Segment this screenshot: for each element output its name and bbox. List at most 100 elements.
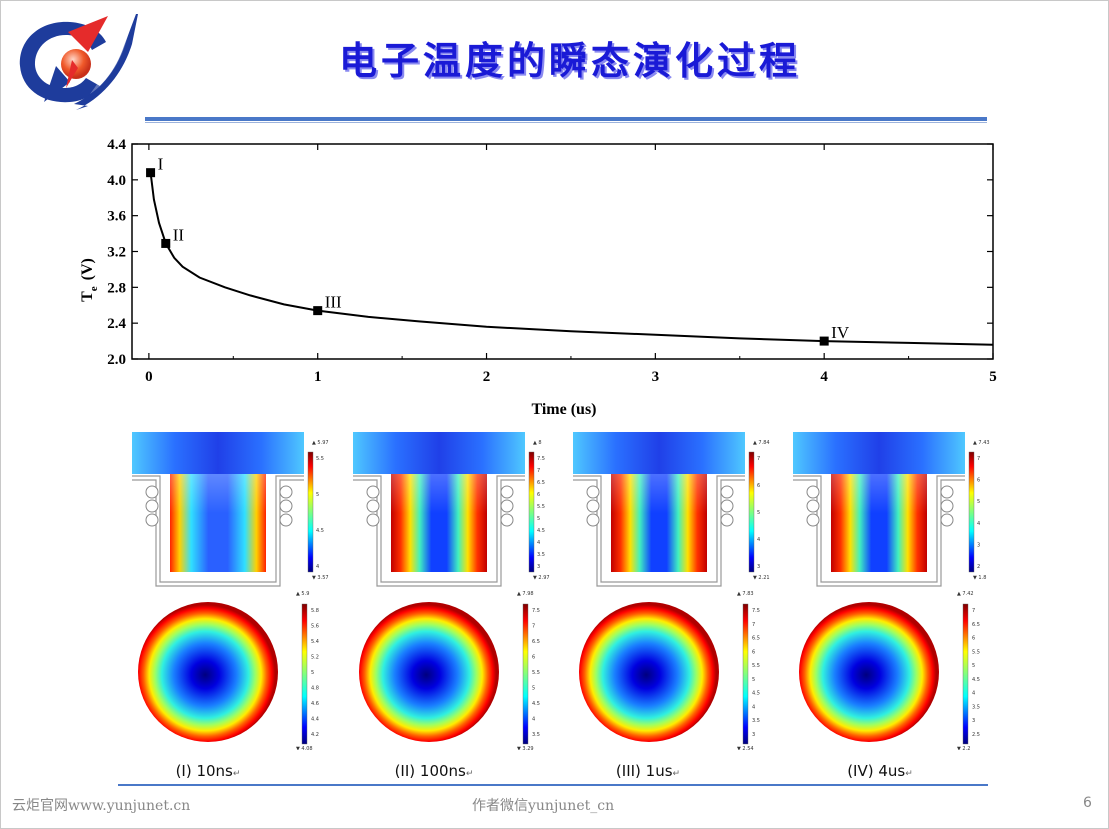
colorbar-cross-tick: 4.5: [316, 528, 324, 534]
colorbar-radial-tick: 4.5: [532, 701, 540, 707]
coil-icon: [145, 513, 159, 527]
colorbar-cross-tick: 5.5: [316, 456, 324, 462]
colorbar-radial-min: ▼ 4.08: [296, 746, 313, 750]
coil-icon: [586, 499, 600, 513]
data-point-marker: [161, 238, 171, 248]
colorbar-radial-tick: 4.6: [311, 701, 319, 707]
data-point-marker: [819, 336, 829, 346]
y-tick-label: 2.8: [107, 280, 126, 296]
panel-caption-2: (II) 100ns↵: [394, 762, 474, 780]
colorbar-cross-tick: 5: [757, 510, 760, 516]
coil-icon: [145, 485, 159, 499]
chamber-top-field: [353, 432, 525, 474]
data-point-marker: [313, 306, 323, 316]
plot-frame: [131, 143, 994, 360]
footer-wechat: 作者微信yunjunet_cn: [472, 798, 615, 814]
chamber-wall-outer: [353, 479, 525, 587]
colorbar-cross-tick: 7: [757, 456, 760, 462]
colorbar-radial-tick: 5.5: [972, 649, 980, 655]
colorbar-radial-tick: 5: [752, 677, 755, 683]
chamber-wall: [132, 475, 304, 583]
chamber-top-field: [793, 432, 965, 474]
page-number: 6: [1083, 795, 1092, 811]
colorbar-cross-tick: 2: [977, 564, 980, 570]
colorbar-radial-tick: 6.5: [532, 639, 540, 645]
y-axis-label-main: T: [79, 291, 96, 302]
slide-title: 电子温度的瞬态演化过程: [338, 39, 801, 83]
colorbar-radial: [522, 603, 529, 745]
colorbar-radial-tick: 4.5: [972, 677, 980, 683]
colorbar-cross-min: ▼ 3.57: [312, 575, 329, 581]
y-axis-label: Te (V): [79, 258, 100, 302]
colorbar-radial-max: ▲ 7.42: [957, 591, 974, 597]
x-tick-label: 1: [314, 369, 322, 385]
colorbar-cross-tick: 6: [977, 478, 980, 484]
svg-text:Te(V): Te (V): [79, 258, 100, 302]
chamber-wall-outer: [793, 479, 965, 587]
colorbar-cross-tick: 7.5: [537, 456, 545, 462]
colorbar-cross-tick: 7: [537, 468, 540, 474]
colorbar-cross-tick: 4: [977, 521, 980, 527]
colorbar-radial-tick: 5.5: [532, 670, 540, 676]
colorbar-radial-tick: 6: [752, 649, 755, 655]
colorbar-cross-tick: 4: [316, 564, 319, 570]
colorbar-radial-tick: 7: [532, 624, 535, 630]
x-tick-label: 4: [820, 369, 828, 385]
colorbar-cross-tick: 3: [977, 542, 980, 548]
data-point-label: IV: [831, 323, 850, 342]
colorbar-cross-max: ▲ 8: [533, 440, 542, 446]
colorbar-radial-min: ▼ 2.2: [957, 746, 970, 750]
coil-icon: [500, 499, 514, 513]
coil-icon: [720, 485, 734, 499]
colorbar-radial-tick: 5: [972, 663, 975, 669]
coil-icon: [806, 513, 820, 527]
coil-icon: [366, 513, 380, 527]
coil-icon: [366, 499, 380, 513]
colorbar-radial-tick: 3: [752, 732, 755, 738]
coil-icon: [940, 513, 954, 527]
chamber-top-field: [573, 432, 745, 474]
coil-icon: [806, 485, 820, 499]
coil-icon: [806, 499, 820, 513]
chamber-wall: [793, 475, 965, 583]
coil-icon: [500, 485, 514, 499]
coil-icon: [720, 513, 734, 527]
colorbar-radial: [742, 603, 749, 745]
y-tick-label: 4.0: [107, 173, 126, 189]
title-divider: [145, 117, 987, 121]
colorbar-radial-tick: 7: [972, 608, 975, 614]
simulation-panel-4: ▲ 7.43 ▼ 1.8 7 6 5 4 3 2 ▲ 7.42 ▼ 2.2 7 6.5 6 5.5 5 4.5…: [793, 432, 990, 750]
colorbar-radial-tick: 5.4: [311, 639, 319, 645]
colorbar-cross: [968, 451, 975, 573]
panel-caption-4: (IV) 4us↵: [847, 762, 913, 780]
chart-axes: [131, 143, 994, 360]
chamber-wall-outer: [132, 479, 304, 587]
colorbar-radial-tick: 3.5: [972, 704, 980, 710]
colorbar-radial-tick: 4.8: [311, 686, 319, 692]
radial-field-disc: [359, 602, 499, 742]
footer-website: 云炬官网www.yunjunet.cn: [12, 798, 191, 814]
colorbar-cross-max: ▲ 7.84: [753, 440, 770, 446]
y-axis-label-sub: e: [88, 286, 100, 291]
colorbar-radial-tick: 3.5: [532, 732, 540, 738]
colorbar-radial-tick: 5.6: [311, 624, 319, 630]
colorbar-radial-tick: 4: [752, 704, 755, 710]
data-point-label: II: [173, 225, 185, 244]
x-axis-label: Time (us): [531, 401, 596, 418]
logo-icon: [19, 14, 138, 110]
coil-icon: [720, 499, 734, 513]
footer-divider: [118, 784, 988, 786]
colorbar-radial-tick: 6: [972, 636, 975, 642]
colorbar-radial-tick: 4: [532, 717, 535, 723]
data-point-label: III: [325, 293, 342, 312]
colorbar-radial-tick: 6.5: [972, 622, 980, 628]
colorbar-cross: [748, 451, 755, 573]
column-shade: [831, 474, 927, 572]
column-shade: [391, 474, 487, 572]
y-tick-label: 2.0: [107, 352, 126, 368]
radial-field-disc: [799, 602, 939, 742]
panel-caption-3: (III) 1us↵: [615, 762, 681, 780]
colorbar-radial-tick: 6: [532, 655, 535, 661]
colorbar-radial-tick: 5.5: [752, 663, 760, 669]
